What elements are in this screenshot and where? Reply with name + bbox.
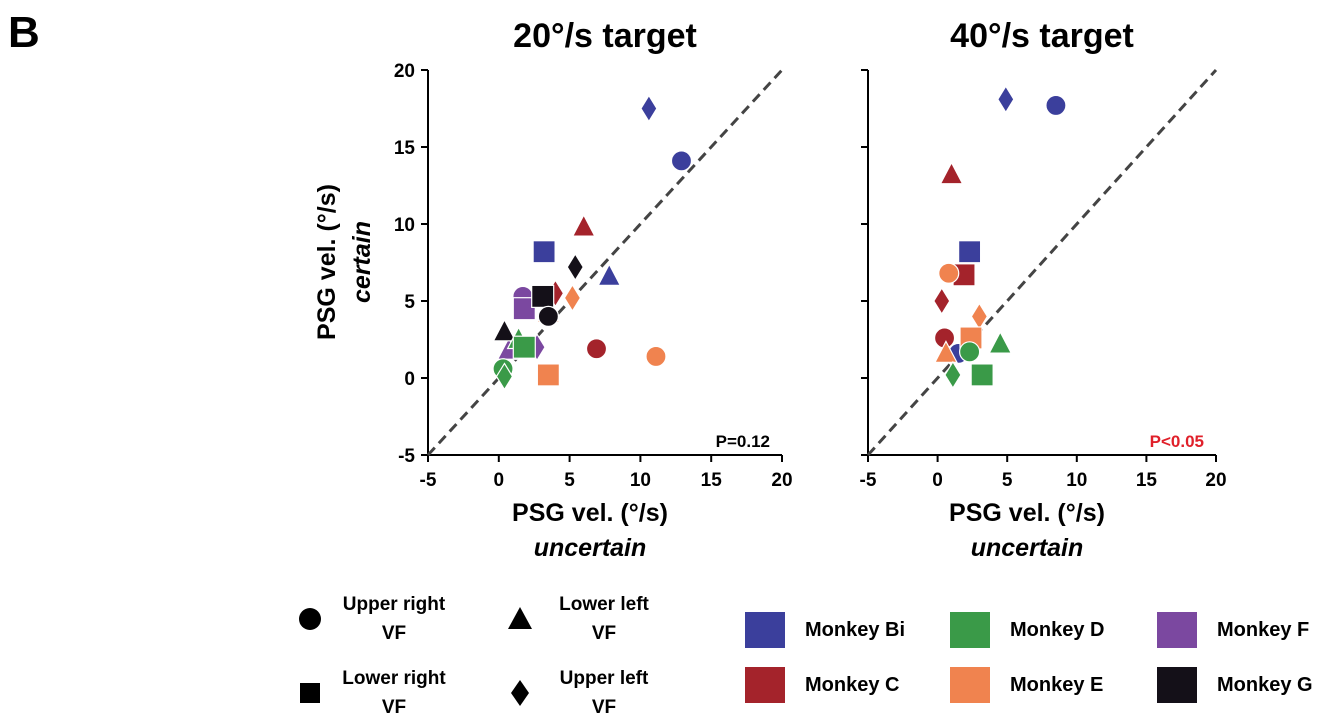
x-tick-label: 15 xyxy=(1136,470,1158,491)
data-point-circle xyxy=(959,341,981,363)
unity-line xyxy=(426,68,784,457)
x-tick-label: 10 xyxy=(630,470,651,491)
legend-swatch xyxy=(745,667,785,703)
legend-monkey-f: Monkey F xyxy=(1157,612,1309,648)
y-tick-label: 5 xyxy=(404,292,415,313)
data-point-circle xyxy=(585,338,608,360)
y-axis-sublabel: certain xyxy=(348,221,376,303)
x-tick-label: 5 xyxy=(1002,470,1013,491)
data-point-square xyxy=(958,240,982,264)
p-value-label: P=0.12 xyxy=(716,432,770,451)
x-tick-label: 10 xyxy=(1066,470,1087,491)
legend-shape-lower-left: Lower left VF xyxy=(506,590,674,648)
data-point-square xyxy=(532,240,556,264)
data-point-square xyxy=(512,297,536,321)
data-point-diamond xyxy=(997,85,1015,114)
data-point-triangle xyxy=(597,263,622,286)
legend-shape-upper-left: Upper left VF xyxy=(506,664,674,722)
x-tick-label: 20 xyxy=(1205,470,1226,491)
circle-icon xyxy=(299,608,321,630)
legend-monkey-label: Monkey Bi xyxy=(805,618,906,641)
data-point-circle xyxy=(1045,94,1067,117)
x-tick-label: 0 xyxy=(494,470,505,491)
data-point-diamond xyxy=(970,302,989,331)
legend-shape-label: Lower left VF xyxy=(559,594,649,644)
legend-monkey-g: Monkey G xyxy=(1157,667,1313,703)
y-tick-label: 15 xyxy=(394,138,416,159)
data-point-circle xyxy=(537,305,559,327)
data-point-square xyxy=(536,363,560,387)
data-point-diamond xyxy=(640,94,658,123)
figure-panels: 20°/s target -5 0 5 10 15 20 20 15 10 5 0 -5 P=0.12 PS… xyxy=(313,17,1227,562)
x-axis-sublabel: uncertain xyxy=(534,534,647,562)
legend-monkey-label: Monkey F xyxy=(1217,618,1310,641)
legend-swatch xyxy=(950,667,990,703)
legend-shape-upper-right: Upper right VF xyxy=(296,590,464,648)
x-axis-label: PSG vel. (°/s) xyxy=(949,499,1105,527)
y-tick-label: 0 xyxy=(404,369,415,390)
x-tick-label: -5 xyxy=(860,470,877,491)
data-point-square xyxy=(531,284,555,308)
data-point-square xyxy=(970,363,994,387)
chart-title: 40°/s target xyxy=(950,17,1134,55)
y-tick-label: -5 xyxy=(398,446,415,467)
x-tick-label: 5 xyxy=(564,470,575,491)
y-axis-label: PSG vel. (°/s) xyxy=(313,184,341,340)
data-point-triangle xyxy=(492,318,517,342)
x-tick-label: 20 xyxy=(771,470,792,491)
x-tick-label: 0 xyxy=(932,470,943,491)
chart-panel-1: 20°/s target -5 0 5 10 15 20 20 15 10 5 0 -5 P=0.12 PS… xyxy=(394,17,793,562)
chart-title: 20°/s target xyxy=(513,17,697,55)
x-axis-label: PSG vel. (°/s) xyxy=(512,499,668,527)
triangle-icon xyxy=(508,607,532,629)
legend-swatch xyxy=(1157,612,1197,648)
data-point-triangle xyxy=(571,213,596,237)
x-axis-sublabel: uncertain xyxy=(971,534,1084,562)
data-point-triangle xyxy=(939,161,964,185)
legend-shape-label: Upper right VF xyxy=(342,594,446,644)
data-point-triangle xyxy=(988,330,1013,354)
data-point-diamond xyxy=(933,286,951,316)
p-value-label: P<0.05 xyxy=(1150,432,1204,451)
unity-line xyxy=(866,68,1218,457)
legend-swatch xyxy=(1157,667,1197,703)
data-point-diamond xyxy=(495,362,514,391)
legend-monkey-label: Monkey C xyxy=(805,673,900,696)
legend-shape-label: Lower right VF xyxy=(342,668,446,718)
data-point-diamond xyxy=(944,360,962,390)
data-point-square xyxy=(512,335,536,359)
x-tick-label: 15 xyxy=(701,470,723,491)
legend-swatch xyxy=(745,612,785,648)
legend-monkey-label: Monkey G xyxy=(1217,673,1313,696)
data-point-circle xyxy=(670,150,693,172)
legend-shape-lower-right: Lower right VF xyxy=(296,664,464,722)
legend-monkey-label: Monkey E xyxy=(1010,673,1104,696)
y-tick-label: 10 xyxy=(394,215,415,236)
data-point-diamond xyxy=(566,252,584,282)
legend-monkey-bi: Monkey Bi xyxy=(745,612,905,648)
chart-panel-2: 40°/s target -5 0 5 10 15 20P<0.05 PSG vel. (°/… xyxy=(860,17,1227,562)
square-icon xyxy=(300,683,320,703)
x-tick-label: -5 xyxy=(420,470,437,491)
legend-shape-label: Upper left VF xyxy=(559,668,649,718)
panel-label: B xyxy=(8,8,40,57)
data-point-triangle xyxy=(933,340,958,363)
legend-monkey-c: Monkey C xyxy=(745,667,899,703)
legend-monkey-label: Monkey D xyxy=(1010,618,1105,641)
legend-swatch xyxy=(950,612,990,648)
legend-monkey-e: Monkey E xyxy=(950,667,1103,703)
data-point-circle xyxy=(645,345,667,368)
diamond-icon xyxy=(511,680,529,706)
data-point-circle xyxy=(938,262,960,284)
data-point-diamond xyxy=(563,283,582,313)
y-tick-label: 20 xyxy=(394,61,415,82)
legend-monkey-d: Monkey D xyxy=(950,612,1104,648)
